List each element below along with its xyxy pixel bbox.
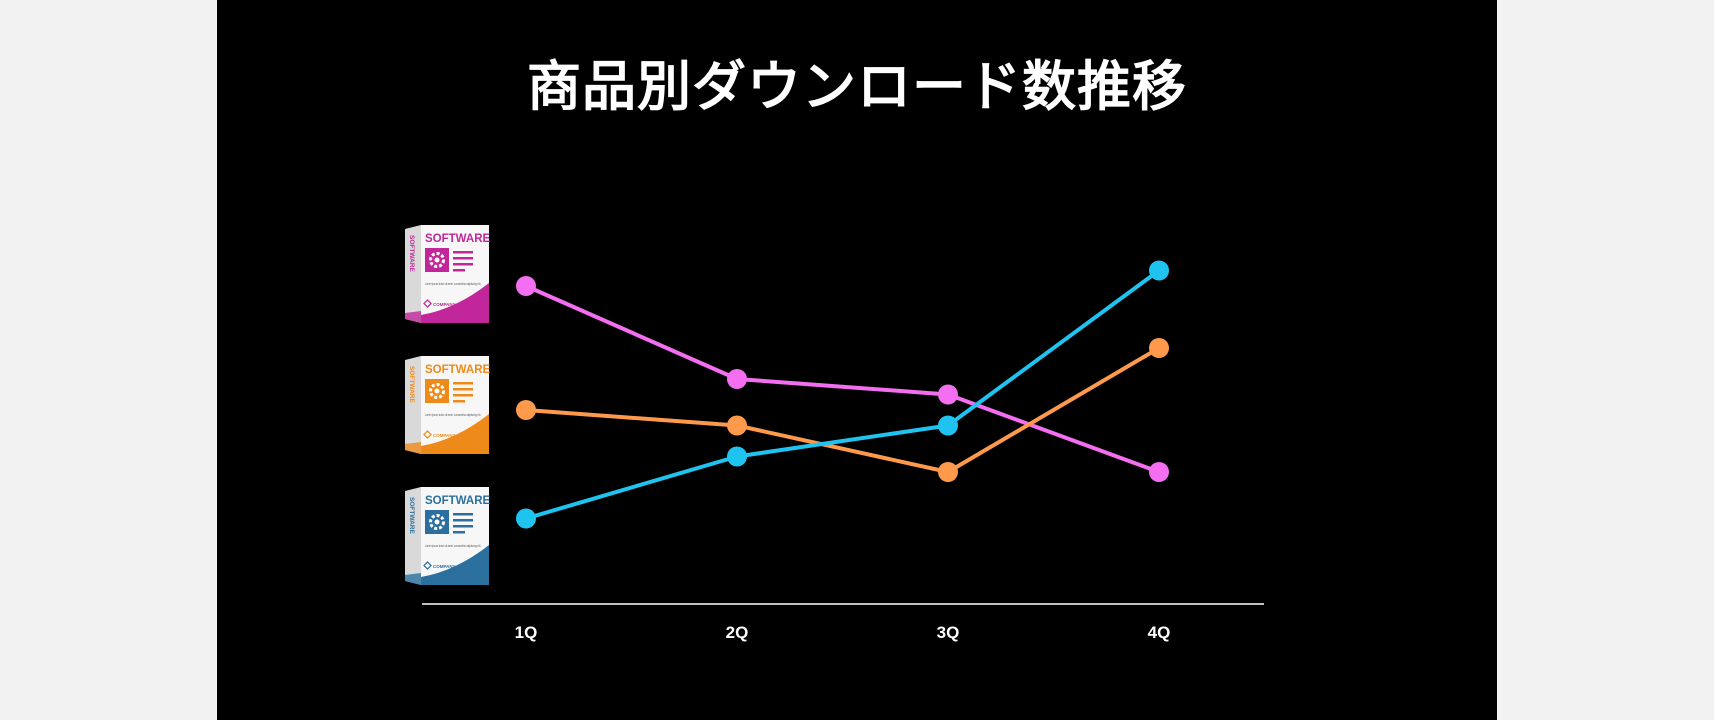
box-text-line bbox=[453, 269, 465, 272]
series-line bbox=[525, 284, 1160, 474]
data-point bbox=[727, 446, 747, 467]
data-point bbox=[938, 415, 958, 436]
gear-icon bbox=[429, 514, 445, 530]
box-side-swoosh bbox=[405, 442, 421, 454]
box-text-line bbox=[453, 251, 473, 254]
series-points bbox=[516, 260, 1169, 529]
box-description: Lorem ipsum dolor sit amet, consectetur … bbox=[425, 543, 481, 548]
box-side bbox=[405, 225, 421, 323]
box-text-line bbox=[453, 513, 473, 516]
box-side-text: SOFTWARE bbox=[408, 366, 415, 403]
data-point bbox=[516, 508, 536, 529]
box-side-swoosh bbox=[405, 311, 421, 323]
gear-icon bbox=[429, 252, 445, 268]
software-box: SOFTWARE SOFTWARE Lorem ipsum dolor sit am… bbox=[405, 225, 490, 323]
series-lines bbox=[525, 268, 1161, 521]
company-logo-icon bbox=[423, 299, 432, 308]
box-text-line bbox=[453, 257, 473, 260]
chart-title: 商品別ダウンロード数推移 bbox=[527, 55, 1187, 118]
box-text-line bbox=[453, 400, 465, 403]
box-swoosh bbox=[421, 414, 489, 454]
data-point bbox=[516, 276, 536, 296]
box-swoosh bbox=[421, 283, 489, 323]
data-point bbox=[727, 415, 747, 436]
series-line bbox=[525, 268, 1161, 521]
x-axis-ticks: 1Q 2Q 3Q 4Q bbox=[515, 623, 1171, 642]
box-side bbox=[405, 487, 421, 585]
series-line bbox=[525, 346, 1161, 474]
x-tick-label: 2Q bbox=[726, 623, 749, 642]
company-logo-icon bbox=[423, 430, 432, 439]
product-legend: SOFTWARE SOFTWARE Lorem ipsum dolor sit am… bbox=[405, 225, 490, 585]
box-title: SOFTWARE bbox=[425, 233, 490, 245]
gear-icon bbox=[429, 383, 445, 399]
gear-icon-center bbox=[434, 519, 440, 525]
box-title: SOFTWARE bbox=[425, 495, 490, 507]
box-description: Lorem ipsum dolor sit amet, consectetur … bbox=[425, 281, 481, 286]
box-company: COMPANY bbox=[433, 302, 456, 307]
box-side bbox=[405, 356, 421, 454]
line-chart: SOFTWARE SOFTWARE Lorem ipsum dolor sit am… bbox=[405, 225, 1264, 642]
data-point bbox=[727, 369, 747, 389]
box-text-line bbox=[453, 382, 473, 385]
software-box: SOFTWARE SOFTWARE Lorem ipsum dolor sit am… bbox=[405, 487, 490, 585]
data-point bbox=[1149, 260, 1169, 281]
box-description: Lorem ipsum dolor sit amet, consectetur … bbox=[425, 412, 481, 417]
data-point bbox=[938, 384, 958, 405]
gear-icon-center bbox=[434, 388, 440, 394]
box-text-line bbox=[453, 525, 473, 528]
box-text-line bbox=[453, 388, 473, 391]
box-text-line bbox=[453, 263, 473, 266]
data-point bbox=[1149, 462, 1169, 482]
box-text-line bbox=[453, 519, 473, 522]
box-side-text: SOFTWARE bbox=[408, 497, 415, 534]
data-point bbox=[1149, 338, 1169, 358]
box-company: COMPANY bbox=[433, 564, 456, 569]
box-side-swoosh bbox=[405, 573, 421, 585]
data-point bbox=[516, 400, 536, 420]
box-swoosh bbox=[421, 545, 489, 585]
software-box: SOFTWARE SOFTWARE Lorem ipsum dolor sit am… bbox=[405, 356, 490, 454]
company-logo-icon bbox=[423, 561, 432, 570]
slide: 商品別ダウンロード数推移 SOFTWARE SOFTWARE Lorem ipsum… bbox=[217, 0, 1497, 720]
box-text-line bbox=[453, 531, 465, 534]
x-tick-label: 4Q bbox=[1148, 623, 1171, 642]
box-text-line bbox=[453, 394, 473, 397]
x-tick-label: 3Q bbox=[937, 623, 960, 642]
box-company: COMPANY bbox=[433, 433, 456, 438]
x-tick-label: 1Q bbox=[515, 623, 538, 642]
box-title: SOFTWARE bbox=[425, 364, 490, 376]
box-side-text: SOFTWARE bbox=[408, 235, 415, 272]
gear-icon-center bbox=[434, 257, 440, 263]
data-point bbox=[938, 462, 958, 482]
